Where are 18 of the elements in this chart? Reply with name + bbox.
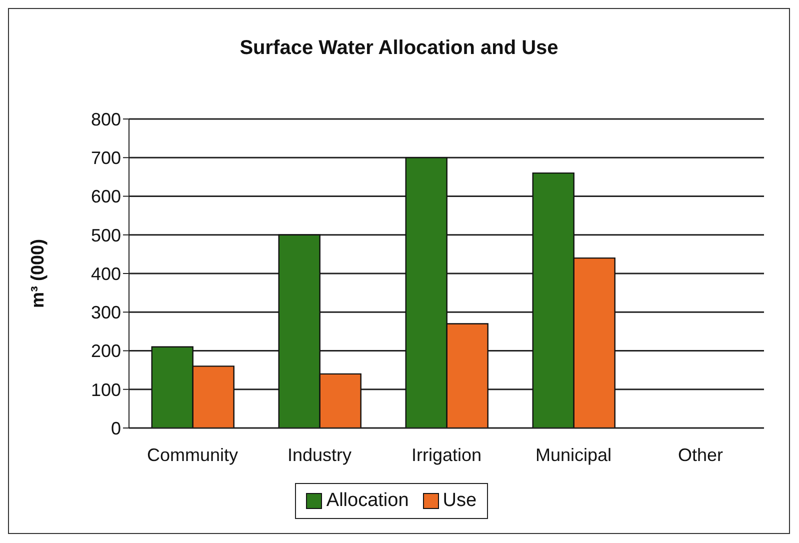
y-tick-label: 400 — [90, 264, 121, 284]
y-tick-label: 600 — [90, 186, 121, 207]
y-tick-label: 100 — [90, 380, 121, 400]
y-tick-label: 800 — [90, 109, 121, 130]
x-tick-label: Irrigation — [411, 444, 482, 465]
y-tick-label: 700 — [90, 148, 121, 168]
chart-title: Surface Water Allocation and Use — [238, 37, 560, 60]
y-tick-label: 300 — [90, 302, 121, 323]
y-tick-label: 500 — [90, 225, 121, 246]
y-axis-title: m³ (000) — [27, 238, 48, 308]
x-tick-label: Municipal — [535, 444, 612, 465]
x-tick-label: Community — [146, 444, 238, 465]
x-tick-label: Other — [678, 444, 724, 465]
legend-label: Use — [442, 490, 477, 512]
legend-label: Allocation — [325, 490, 409, 512]
y-tick-label: 0 — [110, 418, 121, 438]
x-tick-label: Industry — [287, 444, 352, 465]
y-tick-label: 200 — [90, 341, 121, 362]
